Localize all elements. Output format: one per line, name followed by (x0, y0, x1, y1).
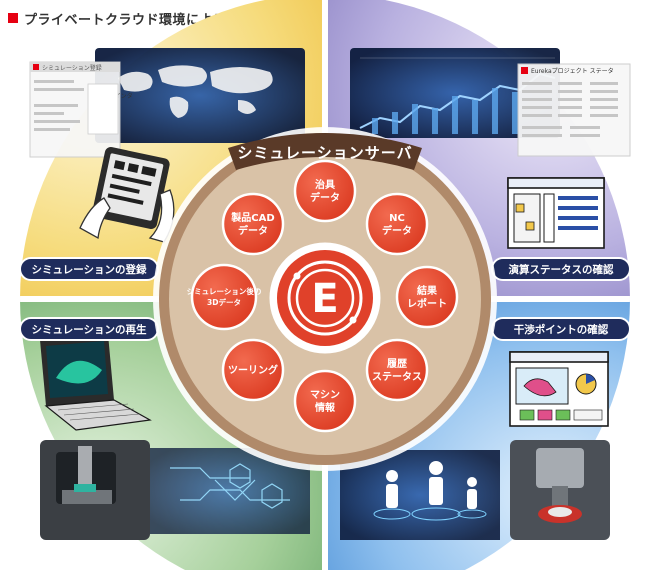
node-history-label: ステータス (372, 371, 422, 383)
machine-tool-image (40, 440, 150, 540)
node-jig-label: 治具 (315, 178, 335, 191)
node-tooling-label: ツーリング (228, 364, 278, 377)
quadrant-label-bottom-right: 干渉ポイントの確認 (491, 317, 631, 341)
tablet-image (79, 147, 175, 243)
laptop-image (40, 334, 152, 431)
node-report-label: レポート (407, 297, 447, 310)
server-label-text: シミュレーションサーバ (237, 144, 412, 162)
graph-image (350, 48, 560, 138)
quadrant-label-top-left: シミュレーションの登録 (19, 257, 159, 281)
registration-screen-title: シミュレーション登録 (42, 64, 102, 72)
registration-screen-image: シミュレーション登録 Eureka インタ (29, 61, 133, 158)
quadrant-label-top-right: 演算ステータスの確認 (491, 257, 631, 281)
node-cad-circle (221, 192, 285, 256)
quadrant-label-bottom-right-text: 干渉ポイントの確認 (514, 323, 609, 336)
data-nodes: 治具データNCデータ結果レポート履歴ステータスマシン情報ツーリングシミュレーショ… (187, 159, 459, 433)
node-jig-label: データ (310, 191, 340, 204)
users-hologram-image (340, 450, 500, 540)
node-history-label: 履歴 (386, 358, 407, 370)
node-nc-circle (365, 192, 429, 256)
node-machine-circle (293, 369, 357, 433)
node-machine-label: マシン (310, 389, 340, 401)
node-nc-label: データ (382, 224, 412, 237)
center-logo-letter: E (311, 276, 338, 322)
status-screen-title: Eurekaプロジェクト ステータ (531, 67, 614, 75)
node-report-circle (395, 265, 459, 329)
node-cad-label: データ (238, 224, 268, 237)
quadrant-label-top-right-text: 演算ステータスの確認 (509, 263, 614, 276)
node-sim3d-label: シミュレーション後の (187, 286, 262, 296)
quadrant-label-bottom-left: シミュレーションの再生 (19, 317, 159, 341)
heading-square-icon (8, 13, 18, 23)
server-label-banner: シミュレーションサーバ (228, 133, 422, 170)
quadrant-label-top-left-text: シミュレーションの登録 (31, 263, 147, 276)
node-cad-label: 製品CAD (230, 211, 274, 224)
status-sketch-image (507, 177, 605, 249)
node-report-label: 結果 (417, 284, 438, 297)
node-sim3d-circle (190, 263, 258, 331)
node-nc-label: NC (389, 213, 405, 224)
node-jig-circle (293, 159, 357, 223)
machining-head-image (510, 440, 610, 540)
node-machine-label: 情報 (315, 401, 336, 414)
center-logo: E (269, 242, 381, 354)
interference-sketch-image (509, 351, 609, 427)
status-screen-image: Eurekaプロジェクト ステータ (517, 63, 631, 157)
node-tooling: ツーリング (221, 338, 285, 402)
node-tooling-circle (221, 338, 285, 402)
node-history-circle (365, 338, 429, 402)
node-sim3d-label: 3Dデータ (207, 297, 241, 307)
quadrant-label-bottom-left-text: シミュレーションの再生 (31, 323, 147, 336)
world-map-image (95, 48, 305, 143)
